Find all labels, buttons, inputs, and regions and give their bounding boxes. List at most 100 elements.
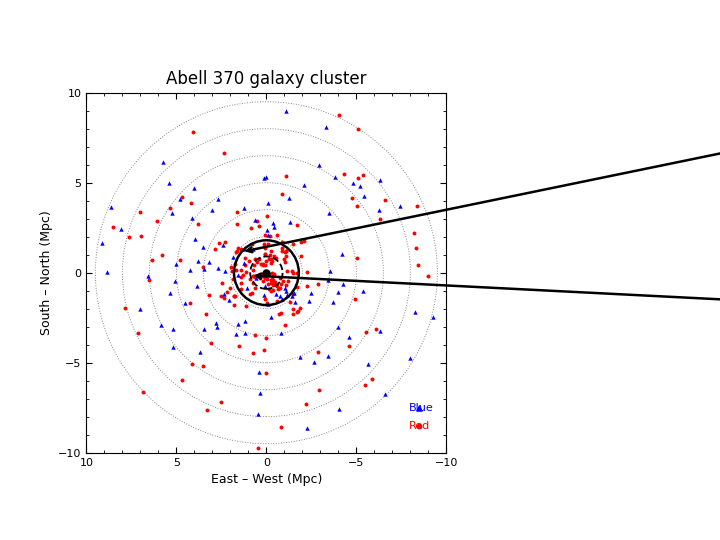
Point: [259, 261, 271, 269]
Point: [219, 267, 230, 275]
Point: [312, 280, 323, 289]
Point: [338, 170, 350, 178]
Point: [230, 266, 242, 274]
Point: [282, 276, 294, 285]
Point: [257, 259, 269, 268]
Point: [253, 367, 265, 376]
Point: [395, 201, 406, 210]
Point: [261, 211, 273, 220]
Point: [115, 225, 127, 234]
Point: [235, 285, 247, 293]
Point: [287, 292, 298, 301]
Point: [186, 360, 198, 369]
Point: [262, 239, 274, 248]
Point: [292, 269, 303, 278]
Point: [249, 284, 261, 292]
Point: [258, 346, 270, 355]
Point: [224, 284, 235, 293]
Point: [266, 274, 277, 283]
Point: [328, 298, 339, 307]
Point: [219, 238, 230, 246]
Point: [260, 249, 271, 258]
Point: [241, 284, 253, 292]
Point: [210, 319, 222, 327]
Point: [176, 376, 188, 384]
Point: [279, 248, 291, 256]
Point: [266, 269, 278, 278]
Point: [239, 261, 251, 269]
Point: [186, 214, 198, 222]
Point: [338, 279, 349, 288]
Point: [157, 158, 168, 166]
Point: [354, 181, 366, 190]
Point: [258, 294, 270, 303]
Point: [271, 231, 283, 239]
Point: [229, 292, 240, 301]
Point: [323, 208, 335, 217]
Point: [352, 173, 364, 182]
Point: [259, 266, 271, 275]
Point: [279, 258, 290, 267]
Text: Red: Red: [409, 421, 430, 431]
Point: [240, 302, 252, 311]
Point: [170, 276, 181, 285]
Point: [292, 307, 303, 316]
Point: [374, 176, 386, 184]
Point: [413, 403, 425, 412]
Point: [184, 266, 195, 274]
Point: [134, 208, 145, 217]
Point: [205, 339, 217, 347]
Point: [252, 410, 264, 418]
Point: [184, 299, 195, 307]
Point: [228, 300, 239, 309]
Point: [300, 400, 312, 409]
Point: [349, 294, 361, 303]
Point: [343, 342, 355, 351]
Point: [266, 278, 278, 286]
Point: [408, 228, 420, 237]
Point: [264, 251, 275, 259]
Point: [147, 255, 158, 264]
Point: [251, 216, 263, 225]
Point: [107, 222, 119, 231]
Point: [202, 406, 213, 414]
Point: [238, 204, 250, 213]
Point: [276, 246, 288, 255]
Text: Blue: Blue: [409, 403, 433, 413]
Point: [266, 278, 277, 287]
Point: [233, 244, 244, 253]
Point: [360, 381, 372, 389]
Point: [231, 219, 243, 228]
Point: [237, 271, 248, 279]
X-axis label: East – West (Mpc): East – West (Mpc): [211, 473, 322, 486]
Point: [353, 125, 364, 133]
Point: [265, 275, 276, 284]
Point: [361, 328, 372, 337]
Point: [332, 288, 343, 297]
Point: [268, 222, 279, 231]
Point: [269, 252, 280, 260]
Point: [413, 421, 425, 430]
Point: [168, 342, 179, 351]
Point: [163, 179, 175, 187]
Point: [274, 310, 285, 319]
Point: [261, 299, 273, 308]
Point: [357, 171, 369, 180]
Point: [264, 232, 276, 240]
Point: [269, 278, 281, 287]
Point: [343, 333, 354, 342]
Point: [212, 264, 224, 272]
Point: [233, 341, 245, 350]
Point: [267, 269, 279, 278]
Point: [257, 277, 269, 286]
Point: [197, 242, 209, 251]
Point: [132, 328, 143, 337]
Point: [245, 224, 256, 233]
Point: [260, 368, 271, 377]
Point: [197, 262, 209, 271]
Point: [287, 289, 299, 298]
Point: [217, 240, 228, 249]
Point: [260, 256, 271, 265]
Point: [302, 281, 313, 290]
Point: [240, 254, 251, 262]
